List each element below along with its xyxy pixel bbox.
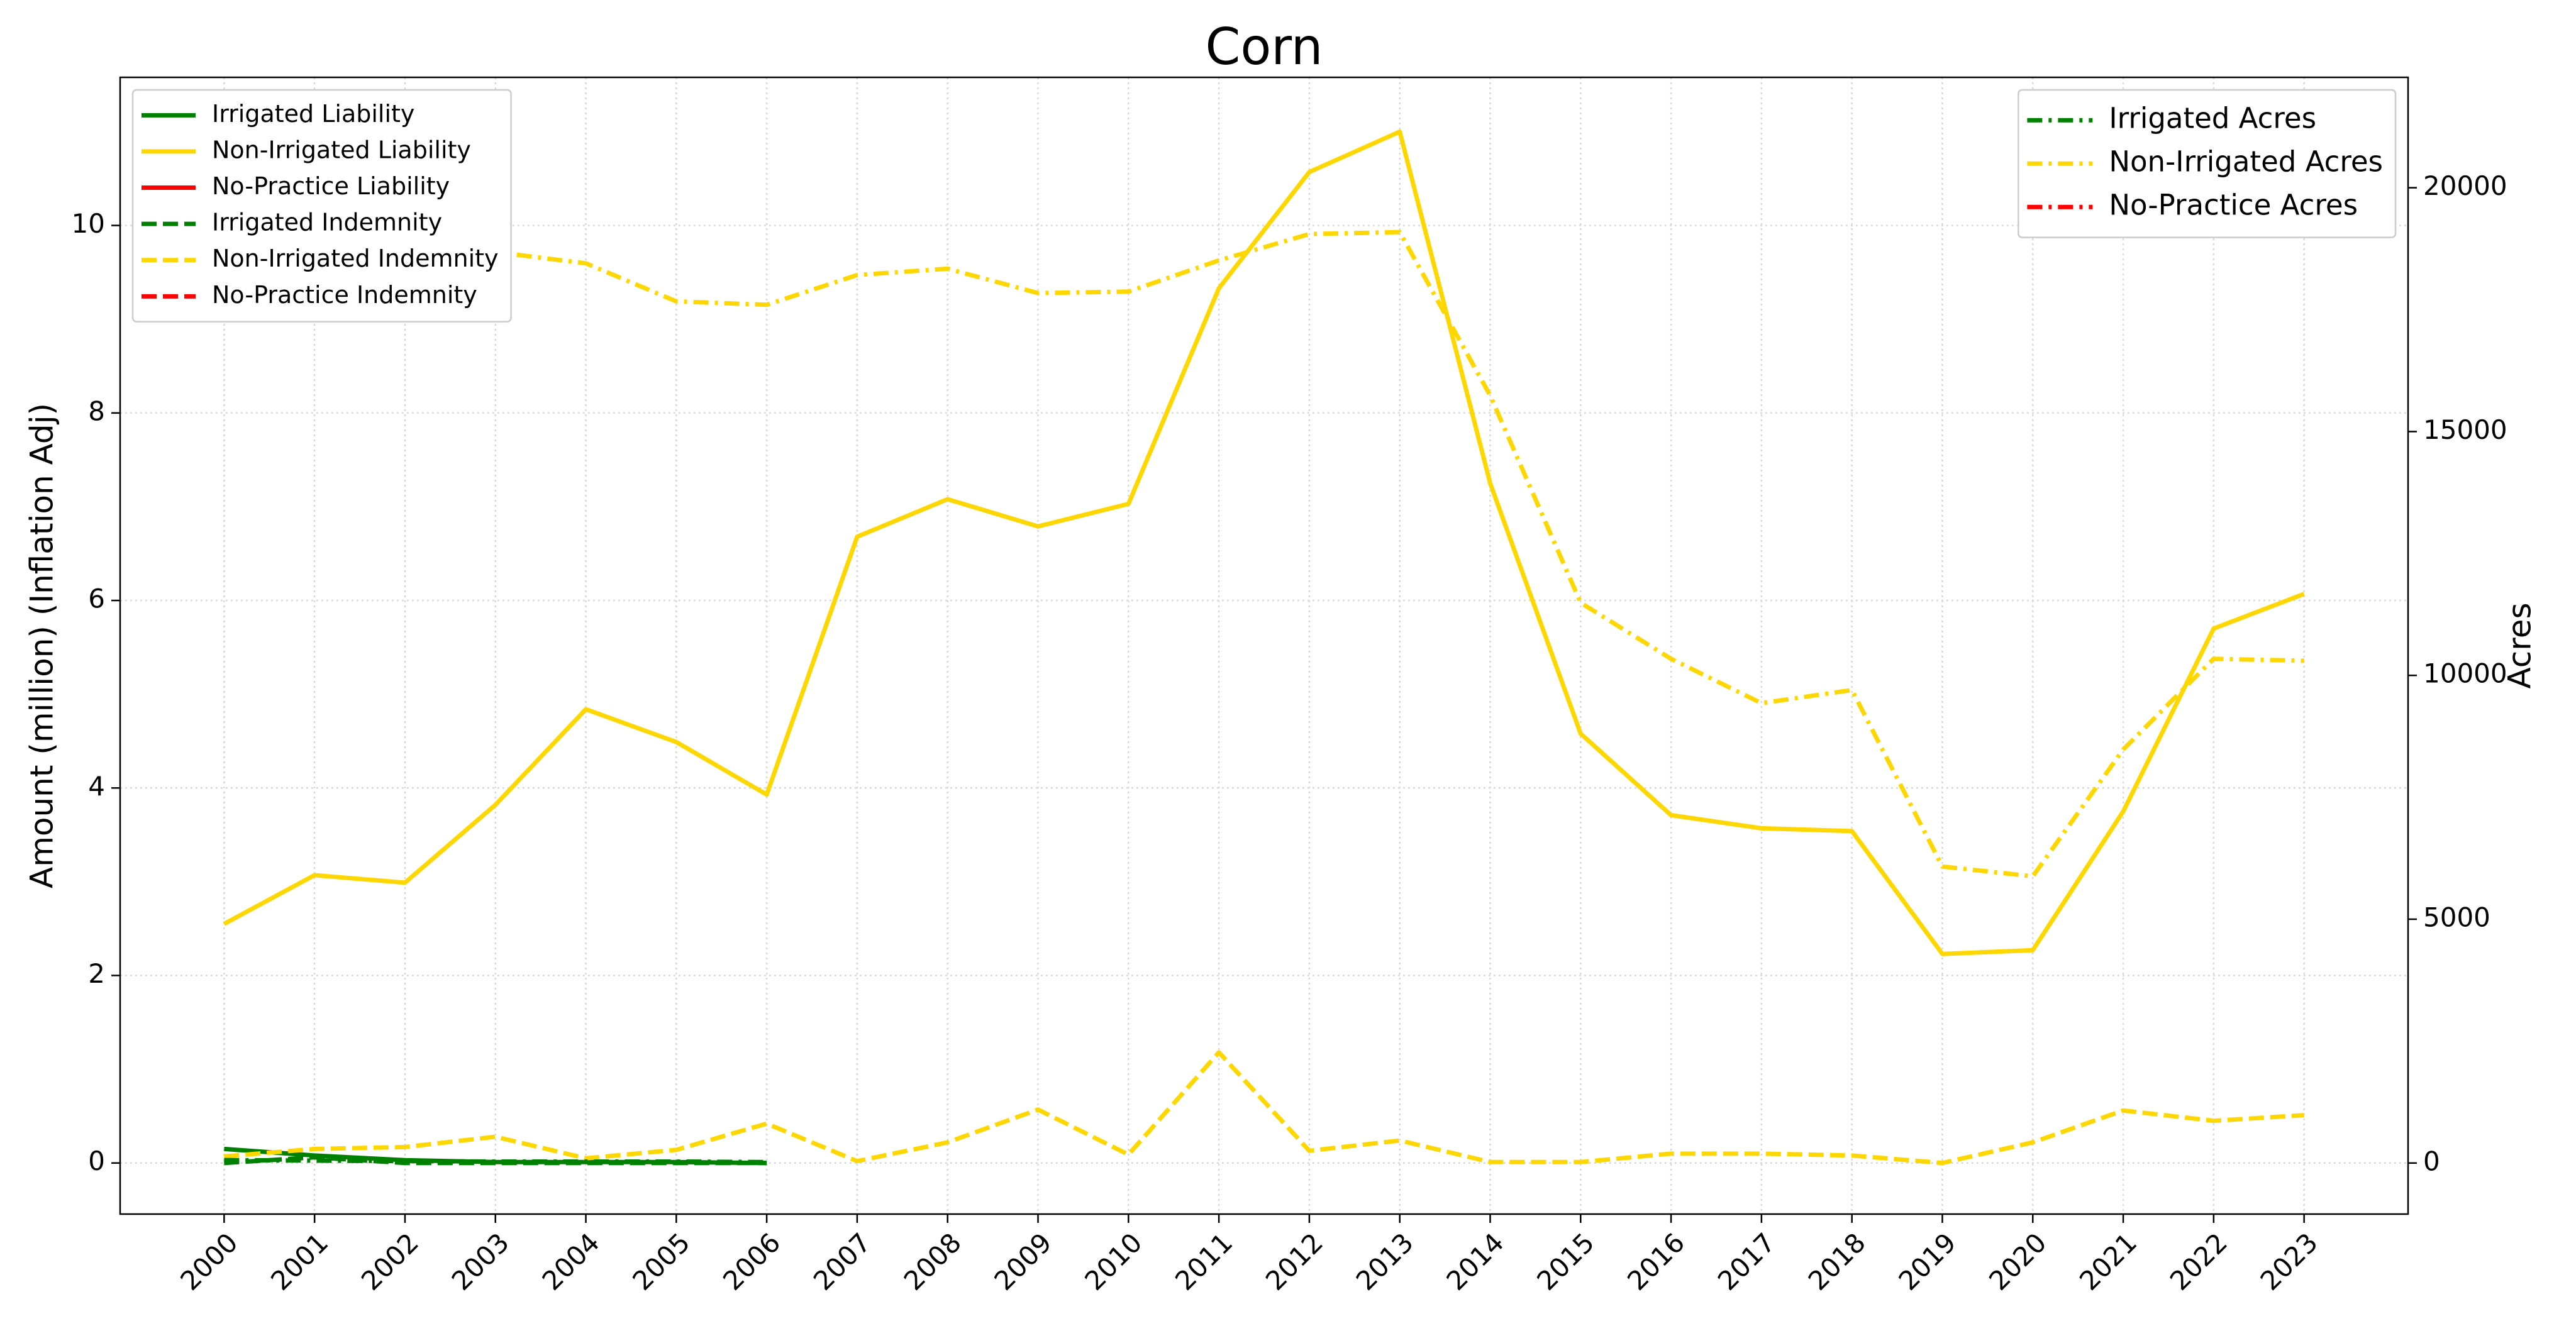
x-tick-label: 2008 [898, 1227, 967, 1296]
y2-tick-label: 0 [2423, 1146, 2440, 1176]
legend-label: No-Practice Liability [212, 172, 450, 200]
x-tick-label: 2013 [1350, 1227, 1419, 1296]
legend-label: Irrigated Liability [212, 100, 414, 128]
legend-label: Irrigated Indemnity [212, 209, 442, 236]
legend-label: No-Practice Acres [2109, 188, 2358, 221]
x-tick-label: 2022 [2164, 1227, 2233, 1296]
x-tick-label: 2015 [1531, 1227, 1600, 1296]
x-tick-label: 2023 [2255, 1227, 2324, 1296]
y2-tick-label: 20000 [2423, 170, 2507, 201]
x-tick-label: 2014 [1440, 1227, 1509, 1296]
legend-label: No-Practice Indemnity [212, 281, 477, 309]
y2-axis-label: Acres [2502, 602, 2538, 688]
y-tick-label: 0 [88, 1146, 105, 1176]
x-tick-label: 2010 [1079, 1227, 1148, 1296]
y2-tick-label: 5000 [2423, 902, 2490, 932]
series-line [224, 1155, 767, 1166]
y2-tick-label: 15000 [2423, 414, 2507, 445]
x-tick-label: 2000 [174, 1227, 243, 1296]
legend-label: Non-Irrigated Indemnity [212, 245, 499, 272]
series-line [224, 1050, 2304, 1166]
x-tick-label: 2006 [717, 1227, 786, 1296]
x-tick-label: 2005 [626, 1227, 696, 1296]
legend-label: Non-Irrigated Liability [212, 136, 471, 163]
legend: Irrigated Acres Non-Irrigated Acres No-Pra… [2018, 89, 2397, 238]
x-tick-label: 2003 [446, 1227, 515, 1296]
x-tick-label: 2021 [2074, 1227, 2143, 1296]
y-tick-label: 10 [72, 208, 105, 239]
y-tick-label: 8 [88, 395, 105, 426]
legend-box [2018, 89, 2397, 238]
y-tick-label: 4 [88, 771, 105, 802]
series-line [224, 128, 2304, 879]
x-tick-label: 2017 [1712, 1227, 1781, 1296]
x-tick-label: 2020 [1983, 1227, 2052, 1296]
legend: Irrigated Liability Non-Irrigated Liabili… [131, 89, 512, 323]
x-tick-label: 2002 [355, 1227, 425, 1296]
series-line [223, 129, 2305, 956]
legend-label: Non-Irrigated Acres [2109, 145, 2383, 178]
legend-label: Irrigated Acres [2109, 101, 2316, 135]
x-tick-label: 2012 [1260, 1227, 1329, 1296]
y-axis-label: Amount (million) (Inflation Adj) [24, 403, 60, 888]
y-tick-label: 2 [88, 958, 105, 989]
x-tick-label: 2007 [808, 1227, 877, 1296]
x-tick-label: 2016 [1621, 1227, 1690, 1296]
x-tick-label: 2001 [265, 1227, 334, 1296]
y-tick-label: 6 [88, 583, 105, 614]
legend-box [131, 89, 512, 323]
x-tick-label: 2011 [1169, 1227, 1238, 1296]
chart-title: Corn [1206, 18, 1323, 76]
x-tick-label: 2009 [988, 1227, 1057, 1296]
plot-frame [119, 76, 2409, 1215]
y2-tick-label: 10000 [2423, 658, 2507, 689]
x-tick-label: 2004 [536, 1227, 606, 1296]
x-tick-label: 2018 [1802, 1227, 1872, 1296]
x-tick-label: 2019 [1892, 1227, 1962, 1296]
